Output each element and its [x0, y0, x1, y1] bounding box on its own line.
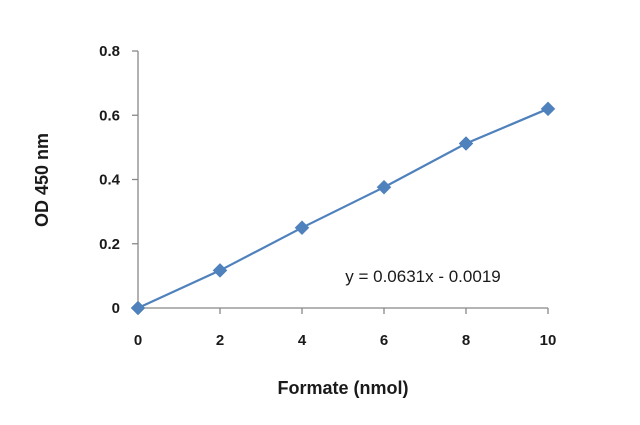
series-line	[137, 107, 549, 309]
x-tick-label: 6	[380, 332, 388, 349]
data-point-marker	[376, 179, 392, 195]
data-point-marker	[212, 263, 228, 278]
x-ticks: 0 2 4 6 8 10	[134, 308, 557, 349]
trendline-equation: y = 0.0631x - 0.0019	[345, 267, 500, 286]
series-group	[130, 101, 556, 316]
y-tick-label: 0	[112, 300, 120, 317]
x-tick-label: 10	[540, 332, 557, 349]
x-tick-label: 0	[134, 332, 142, 349]
y-tick-label: 0.2	[99, 236, 120, 253]
data-point-marker	[130, 300, 146, 316]
data-point-marker	[294, 220, 310, 236]
y-axis-title: OD 450 nm	[32, 133, 52, 227]
x-tick-label: 8	[462, 332, 470, 349]
x-tick-label: 4	[298, 332, 307, 349]
x-axis-title: Formate (nmol)	[277, 378, 408, 398]
y-tick-label: 0.8	[99, 43, 120, 60]
axes: 0 0.2 0.4 0.6 0.8 0 2 4 6 8 10	[99, 43, 556, 349]
y-tick-label: 0.4	[99, 172, 121, 189]
data-point-marker	[458, 136, 474, 151]
data-point-marker	[540, 101, 556, 117]
y-tick-label: 0.6	[99, 107, 120, 124]
x-tick-label: 2	[216, 332, 224, 349]
y-ticks: 0 0.2 0.4 0.6 0.8	[99, 43, 138, 317]
